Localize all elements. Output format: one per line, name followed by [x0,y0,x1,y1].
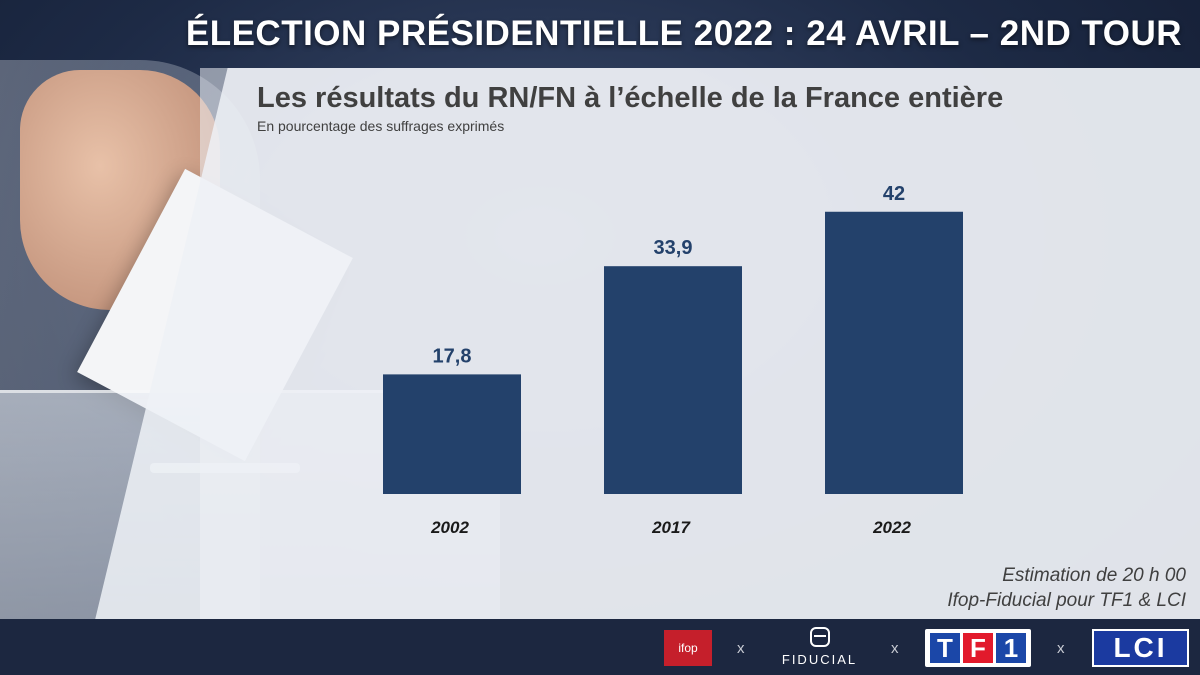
lci-logo-text: LCI [1113,632,1168,663]
x-tick-label-2017: 2017 [651,518,691,537]
x-tick-label-2022: 2022 [872,518,911,537]
separator-x: x [891,640,899,657]
tf1-letter: 1 [996,633,1026,663]
separator-x: x [737,640,745,657]
bar-2017 [604,266,742,494]
data-label-2017: 33,9 [654,237,693,259]
ifop-logo: ifop [664,630,712,666]
bar-2022 [825,211,963,494]
tf1-logo: T F 1 [925,629,1031,667]
fiducial-logo: FIDUCIAL [772,627,867,669]
tf1-letter: T [930,633,960,663]
x-tick-label-2002: 2002 [430,518,469,537]
fiducial-mark-icon [809,627,830,647]
bar-2002 [383,374,521,494]
ifop-logo-text: ifop [678,641,698,655]
source-estimation: Estimation de 20 h 00 [1002,565,1186,586]
fiducial-logo-text: FIDUCIAL [781,652,858,667]
data-label-2002: 17,8 [433,345,472,367]
source-credit: Ifop-Fiducial pour TF1 & LCI [947,590,1186,611]
tf1-letter: F [963,633,993,663]
header-bar: ÉLECTION PRÉSIDENTIELLE 2022 : 24 AVRIL … [0,0,1200,68]
data-label-2022: 42 [883,183,905,205]
lci-logo: LCI [1092,629,1189,667]
chart-title: Les résultats du RN/FN à l’échelle de la… [257,82,1004,114]
chart-unit-note: En pourcentage des suffrages exprimés [257,118,505,134]
page-title: ÉLECTION PRÉSIDENTIELLE 2022 : 24 AVRIL … [185,14,1182,53]
separator-x: x [1057,640,1065,657]
